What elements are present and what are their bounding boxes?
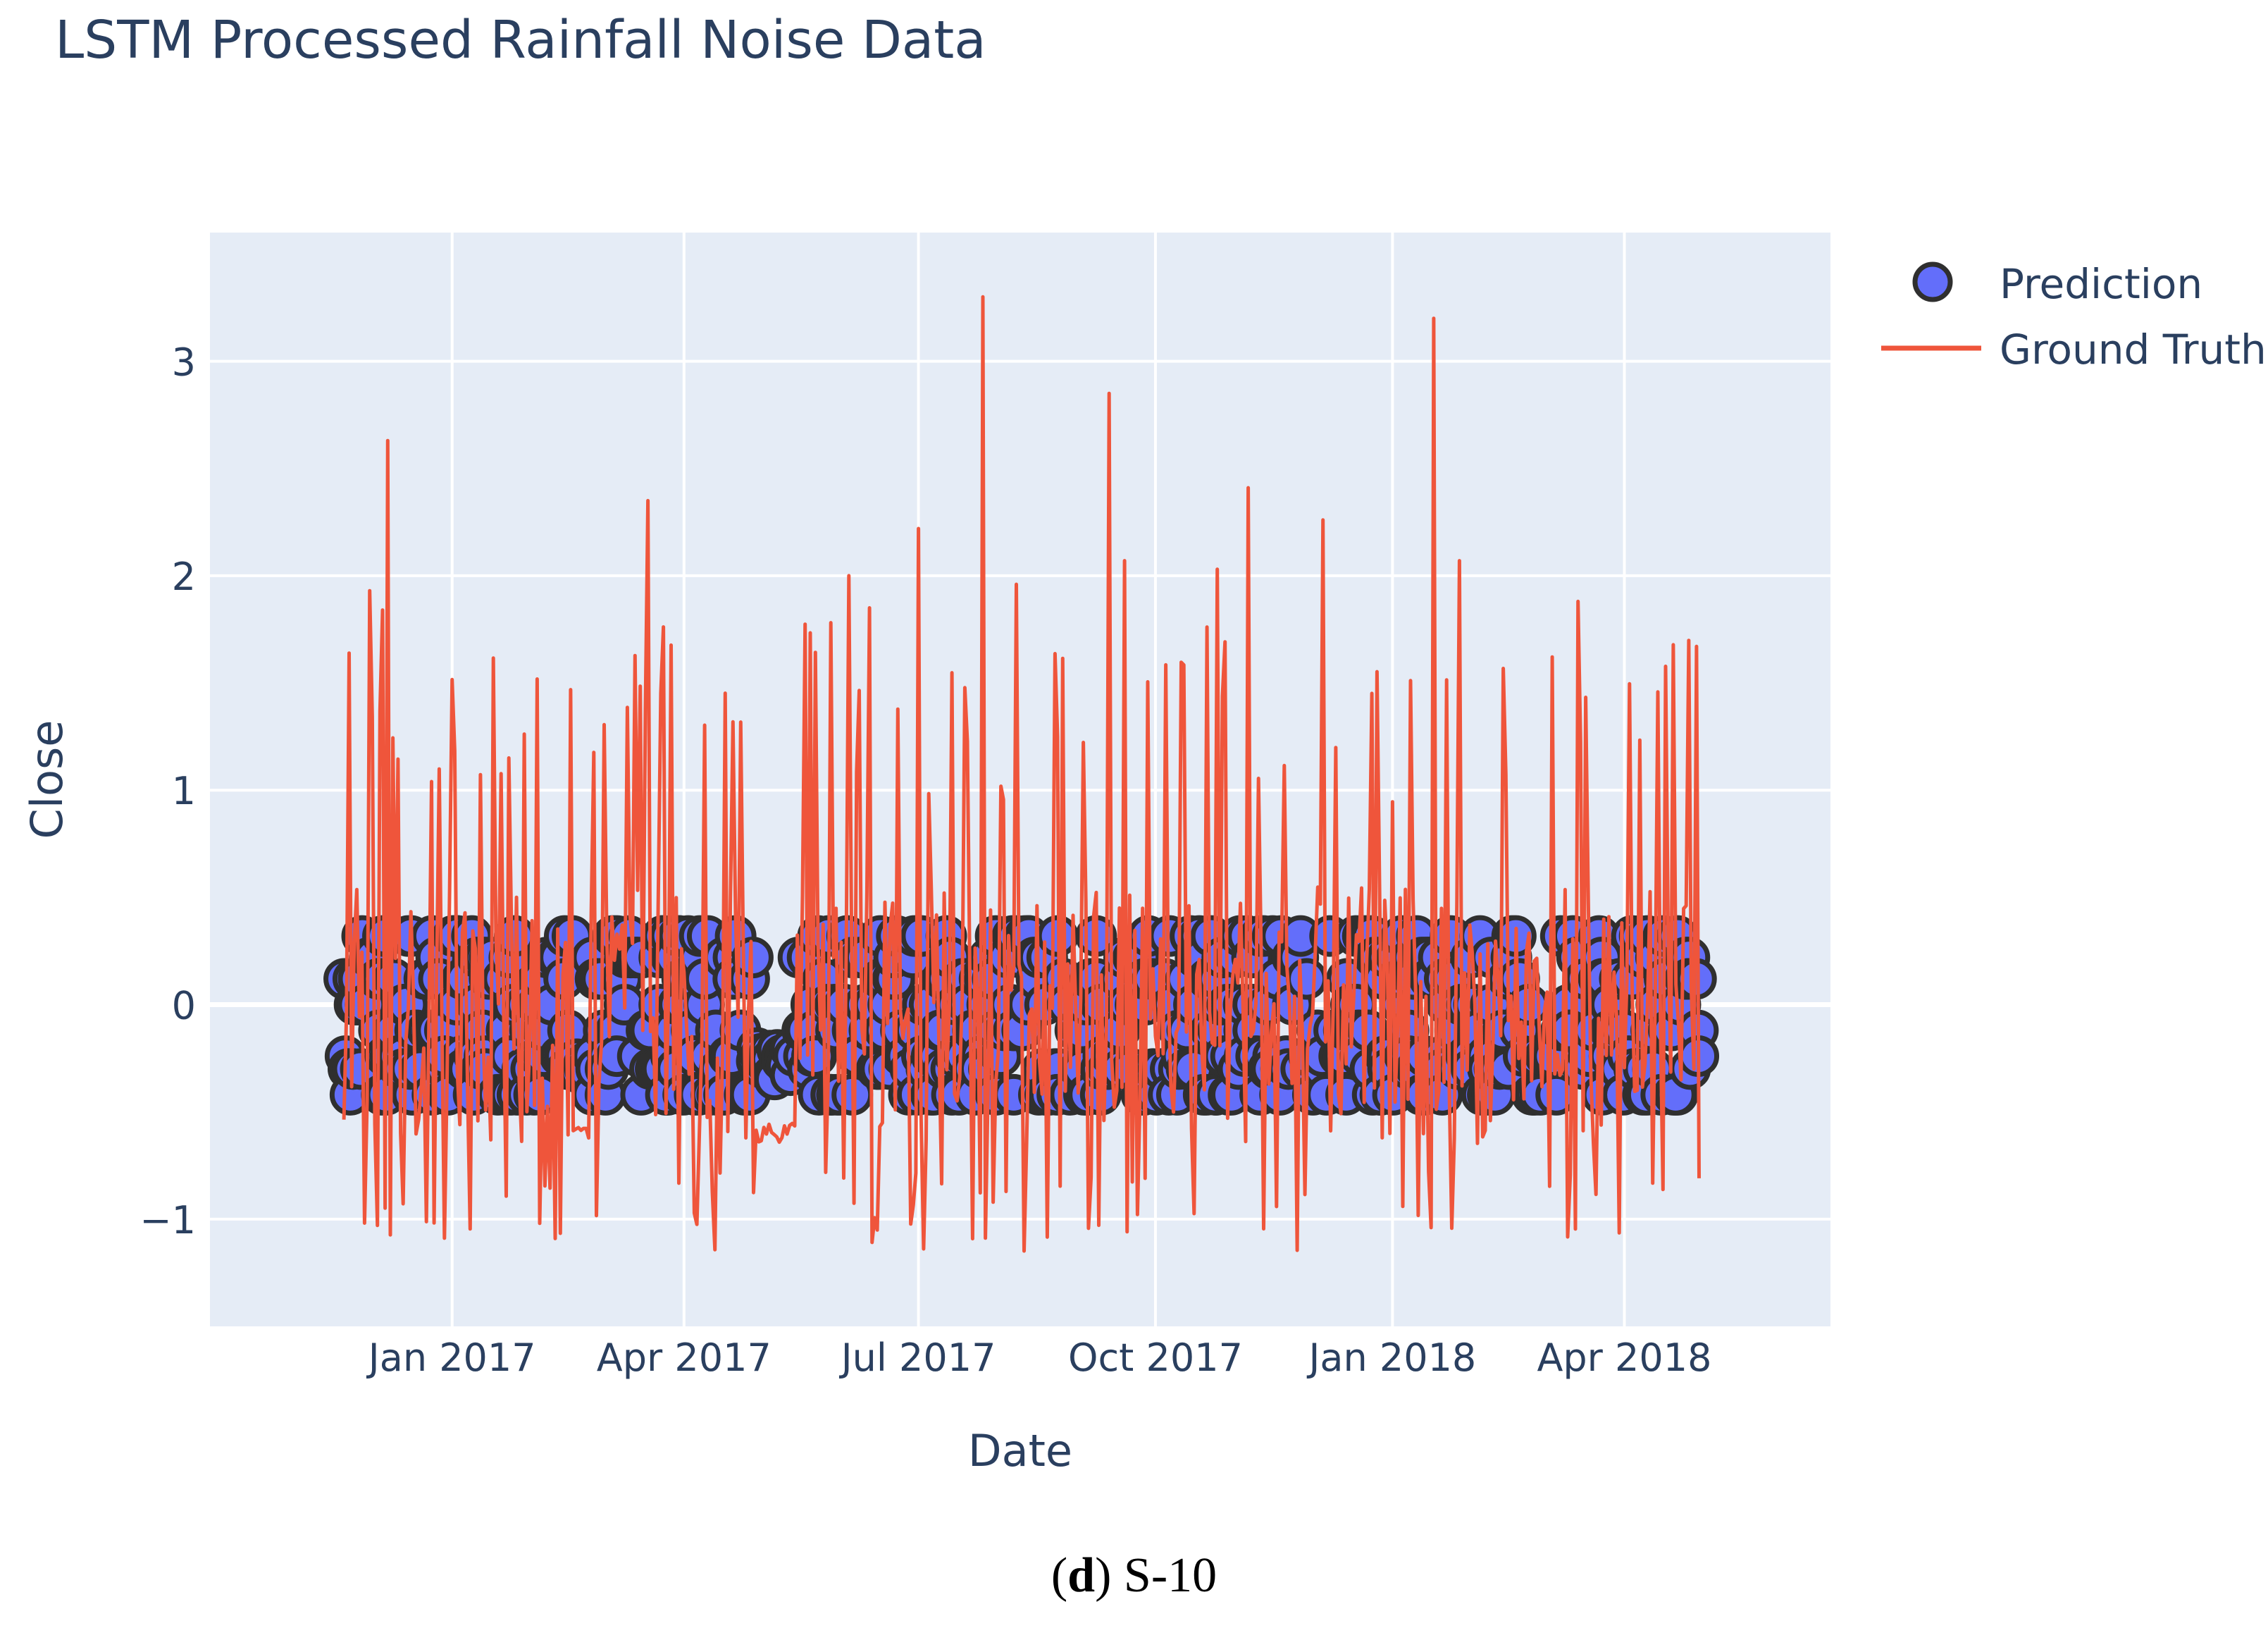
x-axis-title: Date: [968, 1425, 1072, 1476]
x-tick-label: Apr 2018: [1537, 1336, 1711, 1380]
x-tick-labels: Jan 2017 Apr 2017 Jul 2017 Oct 2017 Jan 2018…: [366, 1336, 1712, 1380]
y-tick-labels: −1 0 1 2 3: [140, 340, 196, 1242]
caption-label: d: [1067, 1548, 1096, 1603]
ground-truth-series: [342, 295, 1701, 1253]
legend-prediction-label: Prediction: [2000, 260, 2202, 308]
caption-text: S-10: [1111, 1548, 1217, 1603]
legend-prediction-marker: [1912, 261, 1953, 302]
y-tick-label: 0: [172, 984, 196, 1028]
y-tick-label: −1: [140, 1198, 196, 1242]
x-tick-label: Apr 2017: [597, 1336, 772, 1380]
x-tick-label: Jul 2017: [839, 1336, 996, 1380]
y-tick-label: 1: [172, 769, 196, 813]
x-tick-label: Jan 2018: [1306, 1336, 1476, 1380]
y-tick-label: 2: [172, 555, 196, 599]
chart-title: LSTM Processed Rainfall Noise Data: [55, 10, 986, 70]
figure-caption: (d) S-10: [1051, 1548, 1217, 1603]
x-tick-label: Oct 2017: [1068, 1336, 1243, 1380]
ground-truth-line: [342, 295, 1701, 1253]
legend[interactable]: Prediction Ground Truth: [1881, 260, 2267, 374]
legend-ground-truth-label: Ground Truth: [2000, 326, 2267, 374]
y-tick-label: 3: [172, 340, 196, 385]
prediction-point: [1286, 958, 1328, 1000]
y-axis-title: Close: [21, 720, 73, 839]
x-tick-label: Jan 2017: [366, 1336, 536, 1380]
